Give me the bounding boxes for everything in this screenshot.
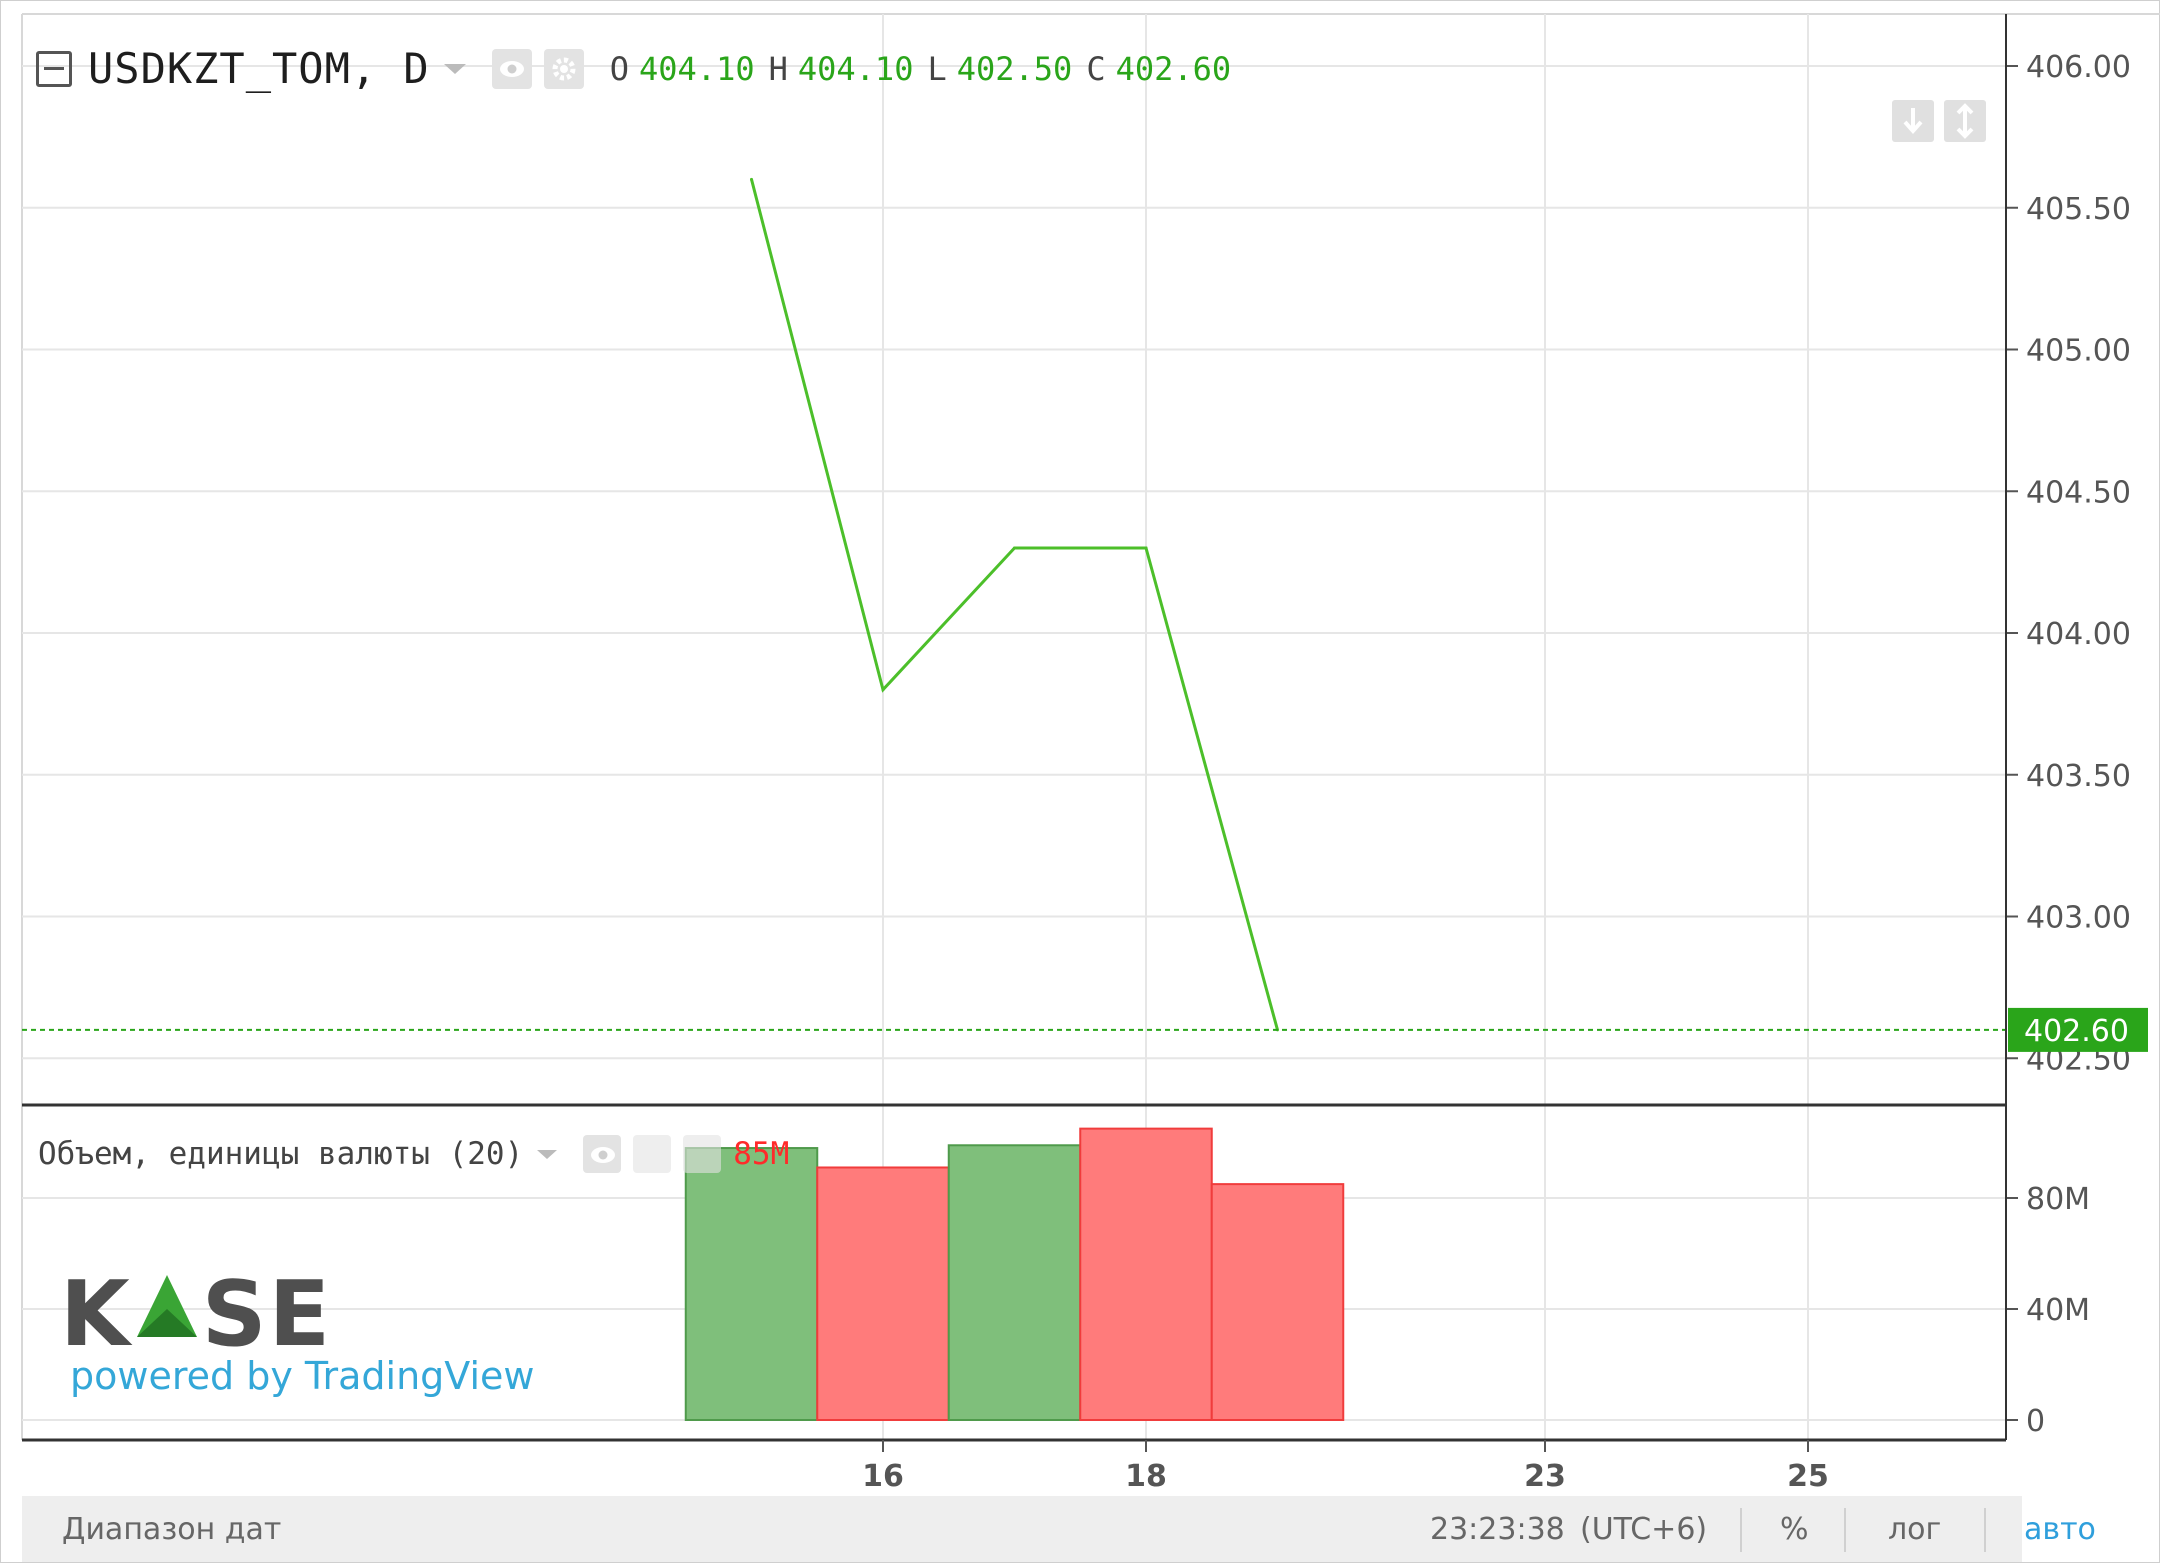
x-tick-label: 25	[1787, 1459, 1829, 1494]
toolbar-divider	[1984, 1508, 1986, 1552]
low-value: 402.50	[956, 49, 1073, 88]
price-point	[1013, 546, 1016, 550]
volume-y-tick-label: 0	[2026, 1404, 2045, 1439]
volume-y-tick-label: 40M	[2026, 1293, 2090, 1328]
volume-study-title[interactable]: Объем, единицы валюты (20)	[38, 1136, 524, 1172]
toolbar-divider	[1740, 1508, 1742, 1552]
volume-bar	[684, 1147, 819, 1422]
last-price-label: 402.60	[2024, 1014, 2129, 1049]
volume-series-layer	[684, 1127, 1345, 1422]
volume-y-tick-label: 80M	[2026, 1182, 2090, 1217]
price-y-tick-label: 404.50	[2026, 475, 2131, 510]
fit-range-icon[interactable]	[1944, 100, 1986, 142]
volume-legend: Объем, единицы валюты (20) 85M	[38, 1135, 789, 1173]
last-price-badge	[2008, 1007, 2148, 1052]
open-value: 404.10	[639, 49, 755, 88]
price-point	[1144, 546, 1148, 550]
open-key: O	[609, 49, 629, 88]
symbol-label[interactable]: USDKZT_TOM, D	[88, 44, 430, 93]
settings-gear-icon[interactable]	[543, 48, 584, 89]
price-y-tick-label: 405.00	[2026, 334, 2131, 369]
scroll-to-end-icon[interactable]	[1892, 100, 1934, 142]
log-scale-toggle[interactable]: лог	[1888, 1512, 1942, 1547]
price-y-tick-label: 406.00	[2026, 50, 2131, 85]
high-value: 404.10	[797, 49, 914, 88]
close-value: 402.60	[1115, 49, 1232, 88]
axis-layer: 406.00 405.50 405.00 404.50 404.00 403.50 403.…	[22, 14, 2148, 1494]
low-key: L	[927, 49, 947, 88]
kase-wordmark: K SE	[60, 1262, 333, 1367]
high-key: H	[768, 49, 788, 88]
price-series-layer	[22, 177, 2006, 1032]
collapse-pane-icon[interactable]	[36, 50, 72, 87]
price-line	[750, 179, 1279, 1031]
bottom-toolbar: Диапазон дат 23:23:38 (UTC+6) % лог авто	[22, 1496, 2096, 1562]
main-legend: USDKZT_TOM, D O 404.10 H 404.10 L 402.50…	[36, 44, 1231, 93]
timezone-button[interactable]: (UTC+6)	[1580, 1512, 1708, 1547]
auto-scale-toggle[interactable]: авто	[2024, 1512, 2096, 1547]
volume-bar	[1079, 1127, 1213, 1421]
x-tick-label: 23	[1524, 1459, 1566, 1494]
visibility-eye-icon[interactable]	[583, 1135, 622, 1173]
price-y-tick-label: 405.50	[2026, 192, 2131, 227]
powered-by-tagline: powered by TradingView	[70, 1354, 535, 1398]
price-y-tick-label: 404.00	[2026, 617, 2131, 652]
toolbar-divider	[1844, 1508, 1846, 1552]
volume-bar	[947, 1144, 1082, 1422]
date-range-button[interactable]: Диапазон дат	[62, 1512, 282, 1547]
price-y-tick-label: 403.00	[2026, 901, 2131, 936]
close-key: C	[1086, 49, 1106, 88]
price-point	[750, 177, 753, 181]
price-point	[881, 688, 885, 692]
chevron-down-icon[interactable]	[443, 63, 466, 74]
visibility-eye-icon[interactable]	[491, 48, 532, 89]
x-tick-label: 18	[1125, 1459, 1167, 1494]
percent-scale-toggle[interactable]: %	[1780, 1512, 1809, 1547]
chevron-down-icon[interactable]	[537, 1149, 558, 1159]
volume-last-value: 85M	[733, 1136, 790, 1172]
volume-bar	[816, 1166, 950, 1421]
clock-time: 23:23:38	[1430, 1512, 1565, 1547]
price-y-tick-label: 403.50	[2026, 759, 2131, 794]
x-tick-label: 16	[862, 1459, 904, 1494]
settings-gear-icon[interactable]	[633, 1135, 672, 1173]
more-options-icon[interactable]	[683, 1135, 722, 1173]
volume-bar	[1210, 1183, 1345, 1421]
